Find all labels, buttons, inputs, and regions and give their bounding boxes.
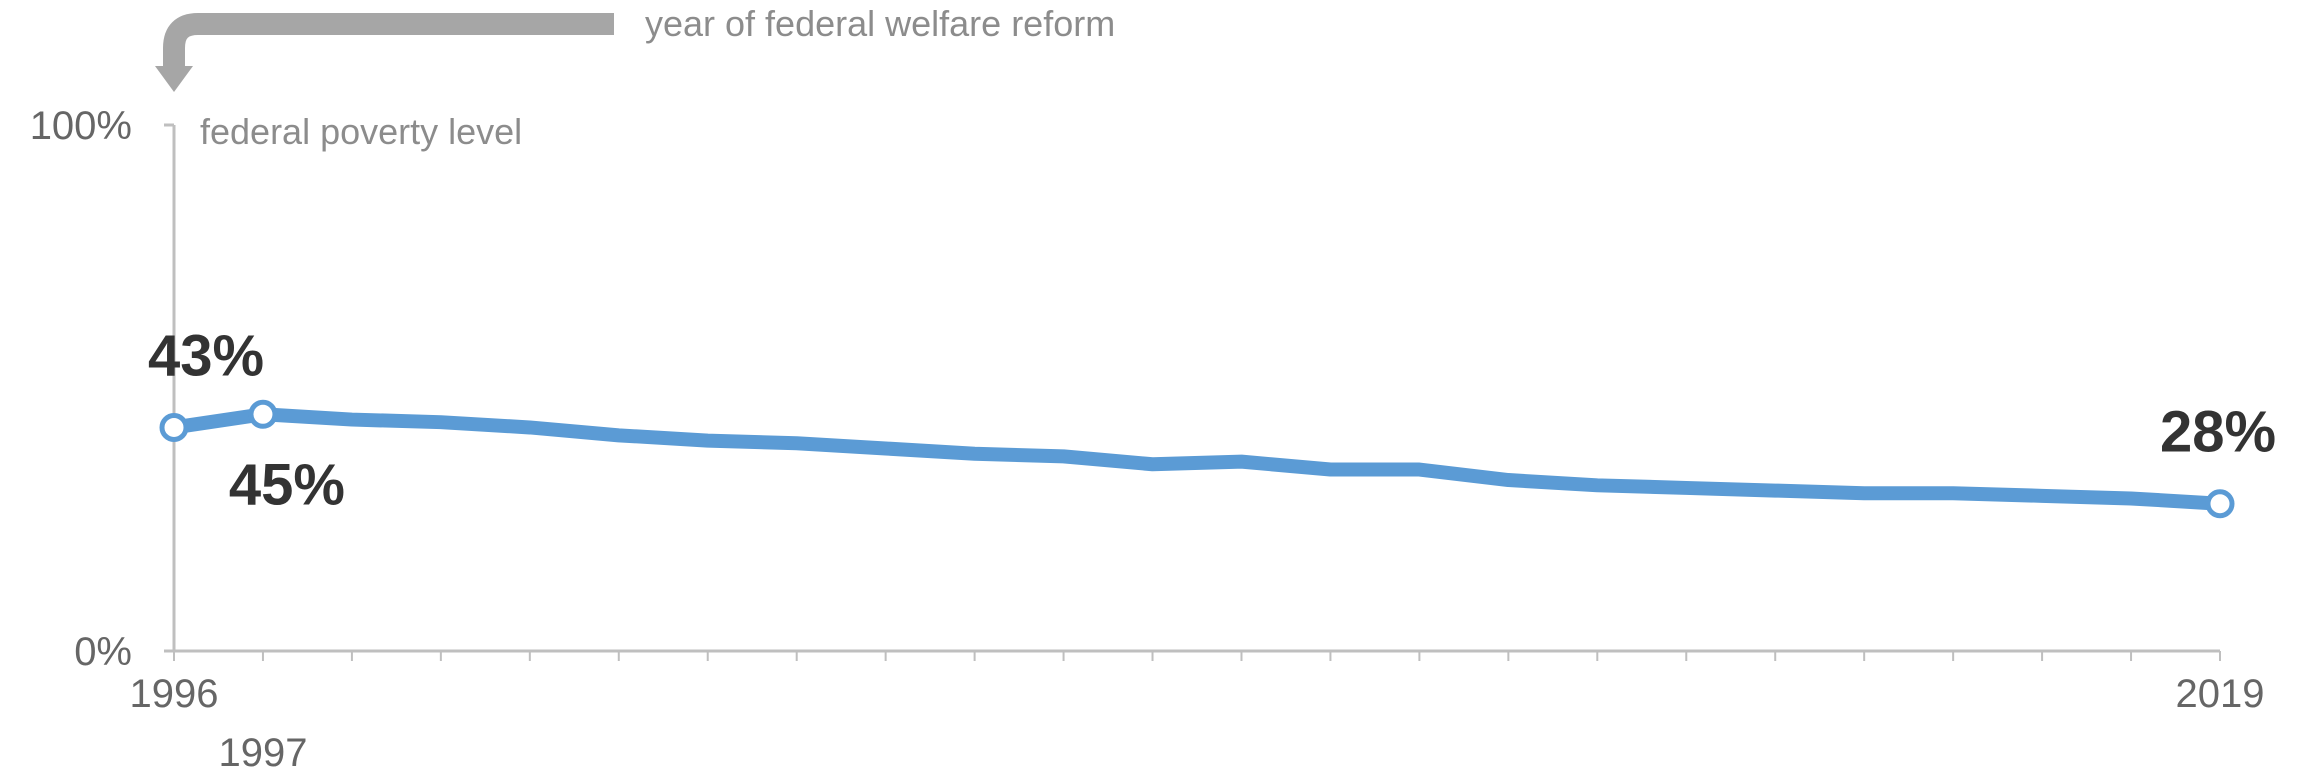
poverty-level-annotation: federal poverty level [200, 111, 522, 152]
x-tick-label: 2019 [2176, 672, 2265, 716]
arrow-head-icon [155, 66, 193, 92]
data-label: 28% [2160, 400, 2276, 465]
y-tick-label: 0% [74, 630, 132, 674]
data-label: 43% [148, 323, 264, 388]
data-labels-layer: 43% 45% 28% [148, 323, 2276, 517]
data-point-marker [159, 412, 189, 442]
arrow-shaft [163, 12, 614, 70]
x-tick-label: 1996 [130, 672, 219, 716]
series-layer [167, 407, 2227, 511]
data-label: 45% [229, 452, 345, 517]
markers-layer [159, 399, 2235, 519]
data-point-marker [2205, 489, 2235, 519]
welfare-reform-arrow [155, 12, 614, 92]
welfare-reform-annotation: year of federal welfare reform [645, 3, 1115, 44]
y-tick-label: 100% [30, 104, 132, 148]
y-axis-labels: 0% 100% [30, 104, 132, 674]
axes [164, 123, 2221, 661]
x-tick-label: 1997 [218, 731, 307, 775]
x-axis-labels: 1996 1997 2019 [130, 672, 2265, 775]
series-line [167, 407, 2227, 511]
data-point-marker [248, 399, 278, 429]
